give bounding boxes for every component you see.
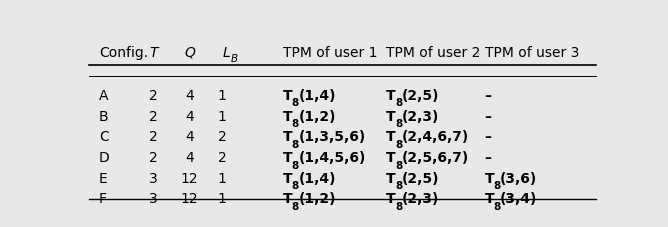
Text: TPM of user 2: TPM of user 2 (386, 46, 481, 59)
Text: 2: 2 (149, 130, 158, 144)
Text: 12: 12 (181, 192, 198, 205)
Text: 8: 8 (292, 98, 299, 108)
Text: 12: 12 (181, 171, 198, 185)
Text: T: T (386, 192, 396, 205)
Text: B: B (99, 109, 109, 123)
Text: 1: 1 (218, 88, 226, 102)
Text: (1,2): (1,2) (299, 192, 336, 205)
Text: Config.: Config. (99, 46, 148, 59)
Text: 2: 2 (149, 150, 158, 164)
Text: T: T (283, 130, 293, 144)
Text: T: T (283, 192, 293, 205)
Text: TPM of user 1: TPM of user 1 (283, 46, 377, 59)
Text: –: – (485, 150, 492, 164)
Text: (1,2): (1,2) (299, 109, 336, 123)
Text: T: T (283, 109, 293, 123)
Text: 2: 2 (218, 150, 226, 164)
Text: 1: 1 (218, 192, 226, 205)
Text: 8: 8 (395, 119, 402, 129)
Text: T: T (283, 88, 293, 102)
Text: 8: 8 (292, 160, 299, 170)
Text: –: – (485, 109, 492, 123)
Text: 1: 1 (218, 109, 226, 123)
Text: D: D (99, 150, 110, 164)
Text: B: B (230, 53, 238, 63)
Text: T: T (386, 171, 396, 185)
Text: 8: 8 (292, 180, 299, 190)
Text: 3: 3 (149, 192, 158, 205)
Text: 8: 8 (395, 160, 402, 170)
Text: 1: 1 (218, 171, 226, 185)
Text: T: T (149, 46, 158, 59)
Text: T: T (386, 88, 396, 102)
Text: 8: 8 (292, 139, 299, 149)
Text: C: C (99, 130, 109, 144)
Text: –: – (485, 130, 492, 144)
Text: T: T (485, 192, 494, 205)
Text: (2,5): (2,5) (402, 88, 440, 102)
Text: (1,4): (1,4) (299, 88, 336, 102)
Text: (2,3): (2,3) (402, 109, 440, 123)
Text: 4: 4 (185, 109, 194, 123)
Text: 8: 8 (395, 139, 402, 149)
Text: T: T (283, 150, 293, 164)
Text: F: F (99, 192, 107, 205)
Text: (2,4,6,7): (2,4,6,7) (402, 130, 469, 144)
Text: T: T (283, 171, 293, 185)
Text: (3,6): (3,6) (500, 171, 538, 185)
Text: (2,5,6,7): (2,5,6,7) (402, 150, 469, 164)
Text: (1,4): (1,4) (299, 171, 336, 185)
Text: (1,3,5,6): (1,3,5,6) (299, 130, 365, 144)
Text: 4: 4 (185, 150, 194, 164)
Text: 2: 2 (149, 88, 158, 102)
Text: 8: 8 (395, 98, 402, 108)
Text: 4: 4 (185, 88, 194, 102)
Text: 2: 2 (149, 109, 158, 123)
Text: T: T (485, 171, 494, 185)
Text: T: T (386, 150, 396, 164)
Text: 2: 2 (218, 130, 226, 144)
Text: 8: 8 (395, 180, 402, 190)
Text: 8: 8 (292, 201, 299, 211)
Text: Q: Q (184, 46, 195, 59)
Text: T: T (386, 109, 396, 123)
Text: TPM of user 3: TPM of user 3 (485, 46, 579, 59)
Text: (1,4,5,6): (1,4,5,6) (299, 150, 365, 164)
Text: (3,4): (3,4) (500, 192, 538, 205)
Text: 8: 8 (292, 119, 299, 129)
Text: L: L (222, 46, 230, 59)
Text: (2,3): (2,3) (402, 192, 440, 205)
Text: –: – (485, 88, 492, 102)
Text: A: A (99, 88, 108, 102)
Text: 8: 8 (494, 201, 501, 211)
Text: (2,5): (2,5) (402, 171, 440, 185)
Text: 3: 3 (149, 171, 158, 185)
Text: 4: 4 (185, 130, 194, 144)
Text: E: E (99, 171, 108, 185)
Text: T: T (386, 130, 396, 144)
Text: 8: 8 (395, 201, 402, 211)
Text: 8: 8 (494, 180, 501, 190)
